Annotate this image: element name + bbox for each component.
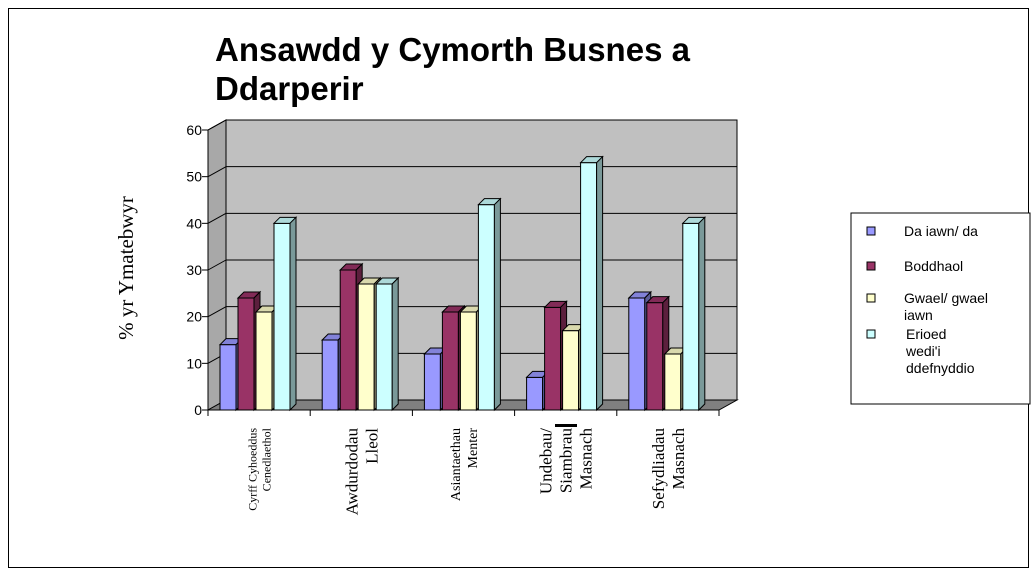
bar-front: [273, 222, 291, 411]
bar-side: [289, 216, 297, 412]
gridline-side: [207, 212, 227, 224]
legend-label: iawn: [904, 307, 933, 323]
bar-front: [459, 311, 477, 411]
bar-front: [237, 297, 255, 411]
x-tick-label: Cyrff Cyhoeddus: [245, 428, 259, 511]
bar-side: [698, 216, 706, 412]
x-tick-label: Masnach: [577, 428, 596, 490]
bar-side: [493, 197, 501, 412]
y-axis-label: % yr Ymatebwyr: [114, 196, 138, 340]
gridline-side: [207, 259, 227, 271]
x-tick-label: Undebau/: [537, 428, 556, 494]
x-tick-label: Lleol: [362, 428, 381, 464]
bar-front: [646, 302, 664, 411]
bar-front: [544, 306, 562, 411]
bar-front: [664, 353, 682, 411]
bar-front: [580, 162, 598, 411]
bar-front: [339, 269, 357, 411]
bar-front: [562, 330, 580, 411]
x-tick-label: Sefydliadau: [649, 428, 668, 510]
bar-front: [441, 311, 459, 411]
bar-front: [477, 204, 495, 411]
legend-swatch: [866, 226, 876, 236]
x-tick-label: Cenedlaethol: [259, 427, 273, 491]
bar-front: [219, 344, 237, 411]
gridline-side: [207, 119, 227, 131]
bar-front: [423, 353, 441, 411]
y-tick-label: 50: [186, 169, 202, 185]
legend-box: [850, 212, 1031, 405]
bar-front: [375, 283, 393, 411]
chart-title-line: Ansawdd y Cymorth Busnes a: [215, 31, 691, 68]
y-tick-label: 60: [186, 122, 202, 138]
bar: [272, 216, 298, 412]
y-tick-label: 20: [186, 309, 202, 325]
bar: [374, 276, 400, 412]
x-tick-label: Masnach: [669, 428, 688, 490]
bar-side: [596, 155, 604, 412]
legend-swatch: [866, 293, 876, 303]
chart-title-line: Ddarperir: [215, 70, 364, 107]
y-tick-label: 0: [194, 402, 202, 418]
y-tick-label: 40: [186, 215, 202, 231]
x-tick-label: Awdurdodau: [342, 428, 361, 516]
legend-swatch: [866, 261, 876, 271]
gridline-side: [207, 306, 227, 318]
x-tick-label: Asiantaethau: [449, 428, 464, 501]
x-tick-label: Siambrau: [557, 428, 576, 494]
gridline-side: [207, 166, 227, 178]
bar: [579, 155, 604, 412]
legend-swatch: [866, 329, 876, 339]
bar-front: [321, 339, 339, 411]
bar-front: [628, 297, 646, 411]
bar: [681, 216, 707, 412]
bar-front: [682, 222, 700, 411]
bar: [477, 197, 502, 412]
legend-label: Erioed: [906, 326, 946, 342]
legend-label: Gwael/ gwael: [904, 290, 988, 306]
axis-mark: [555, 424, 577, 427]
x-tick-label: Menter: [466, 428, 481, 469]
y-tick-label: 30: [186, 262, 202, 278]
bar-front: [526, 376, 544, 411]
legend-label: Boddhaol: [904, 258, 963, 274]
bar-front: [255, 311, 273, 411]
legend-label: Da iawn/ da: [904, 223, 978, 239]
legend-label: ddefnyddio: [906, 360, 975, 376]
y-tick-label: 10: [186, 355, 202, 371]
legend-label: wedi'i: [905, 343, 941, 359]
bar-side: [391, 276, 399, 412]
bar-front: [357, 283, 375, 411]
